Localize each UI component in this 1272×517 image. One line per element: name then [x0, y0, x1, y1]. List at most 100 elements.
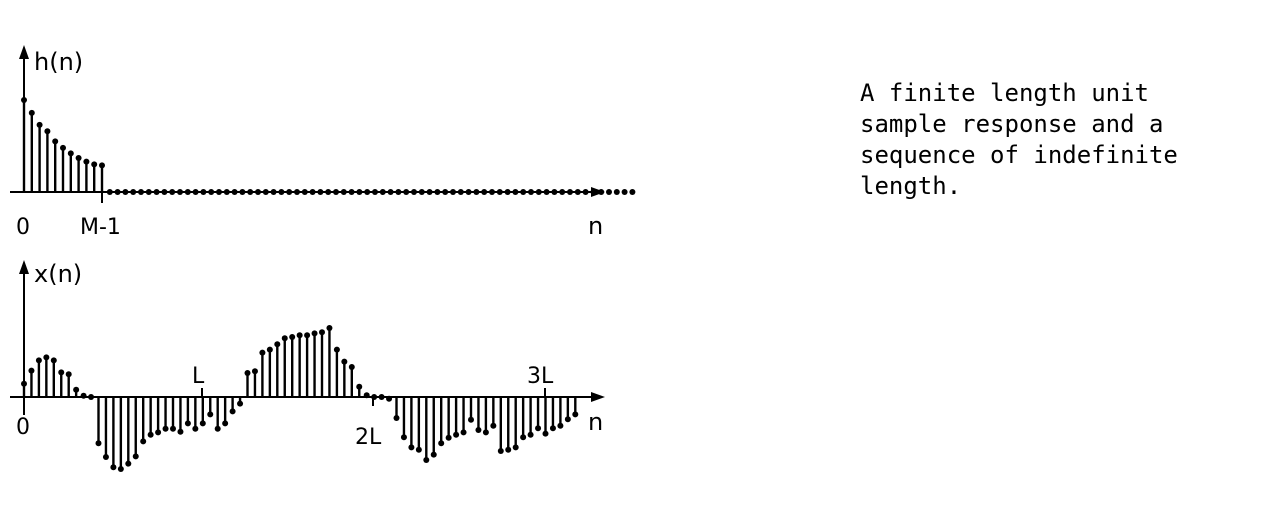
x-sample-2 — [35, 357, 42, 364]
caption-line: sample response and a — [860, 110, 1164, 138]
h-sample-62 — [504, 189, 511, 195]
x-sample-7 — [73, 386, 80, 393]
h-sample-59 — [481, 189, 488, 195]
x-sample-49 — [386, 395, 393, 402]
x-sample-27 — [222, 420, 229, 427]
x-sample-64 — [497, 448, 504, 454]
x-sample-65 — [505, 446, 512, 453]
x-sample-45 — [356, 383, 363, 390]
x-sample-23 — [192, 425, 199, 432]
x-sample-69 — [535, 425, 542, 432]
h-sample-7 — [75, 154, 82, 161]
x-sample-1 — [28, 367, 35, 374]
bottom-tick-label-l: L — [192, 364, 205, 389]
x-sample-9 — [88, 394, 95, 400]
h-sample-58 — [473, 189, 480, 195]
h-sample-44 — [364, 189, 371, 195]
x-sample-5 — [58, 369, 65, 376]
x-sample-33 — [266, 346, 273, 353]
x-sample-66 — [512, 444, 519, 451]
h-sample-40 — [333, 189, 339, 195]
x-sample-42 — [333, 346, 340, 353]
x-sample-58 — [453, 431, 460, 438]
h-sample-63 — [512, 189, 519, 195]
h-sample-75 — [606, 189, 612, 195]
x-sample-52 — [408, 444, 415, 451]
h-sample-23 — [200, 189, 207, 195]
top-y-axis-arrow — [19, 45, 29, 59]
h-sample-42 — [348, 189, 355, 195]
h-sample-73 — [590, 189, 597, 195]
h-sample-69 — [559, 189, 566, 195]
h-sample-66 — [535, 189, 542, 195]
h-sample-18 — [161, 189, 168, 195]
h-sample-16 — [145, 189, 152, 195]
h-sample-10 — [99, 162, 105, 169]
h-sample-48 — [395, 189, 402, 195]
x-sample-13 — [117, 466, 124, 472]
x-sample-70 — [542, 430, 549, 437]
x-sample-38 — [304, 332, 311, 339]
x-sample-53 — [415, 446, 422, 453]
x-sample-10 — [95, 440, 102, 447]
x-sample-31 — [251, 368, 258, 375]
h-sample-38 — [317, 189, 324, 195]
h-sample-6 — [67, 150, 74, 157]
h-sample-8 — [83, 158, 90, 165]
top-tick-label-m-1: M-1 — [80, 215, 121, 240]
x-sample-56 — [438, 440, 445, 447]
x-sample-18 — [155, 429, 162, 436]
h-sample-31 — [262, 189, 269, 195]
x-sample-29 — [237, 400, 244, 407]
h-sample-47 — [387, 189, 394, 195]
h-sample-76 — [613, 189, 620, 195]
x-sample-19 — [162, 425, 169, 432]
x-sample-25 — [207, 411, 214, 418]
x-sample-44 — [348, 364, 355, 370]
h-sample-49 — [403, 189, 410, 195]
x-sample-48 — [378, 394, 385, 400]
h-sample-36 — [301, 189, 308, 195]
x-sample-57 — [445, 434, 452, 441]
x-sample-28 — [229, 408, 236, 415]
x-sample-40 — [319, 329, 325, 336]
h-sample-71 — [574, 189, 581, 195]
x-sample-12 — [110, 464, 117, 471]
h-sample-54 — [442, 189, 449, 195]
x-sample-3 — [43, 354, 50, 361]
x-sample-60 — [468, 416, 474, 423]
top-plot: h(n) n 0 M-1 — [10, 45, 636, 240]
h-sample-9 — [91, 161, 98, 168]
h-sample-70 — [567, 189, 573, 195]
x-sample-54 — [423, 457, 430, 463]
x-sample-17 — [147, 431, 154, 438]
x-sample-71 — [549, 425, 556, 432]
h-sample-0 — [21, 97, 27, 103]
x-sample-0 — [21, 380, 27, 387]
x-sample-22 — [184, 420, 191, 427]
x-sample-14 — [125, 460, 132, 467]
h-sample-34 — [286, 189, 293, 195]
h-sample-64 — [520, 189, 527, 195]
h-sample-21 — [184, 189, 191, 195]
x-sample-62 — [482, 429, 489, 436]
h-sample-20 — [177, 189, 183, 195]
x-sample-8 — [80, 392, 87, 399]
h-sample-3 — [44, 128, 51, 135]
caption-line: sequence of indefinite — [860, 141, 1178, 169]
bottom-x-axis-arrow — [591, 392, 605, 402]
bottom-tick-label-3l: 3L — [527, 364, 554, 389]
h-sample-60 — [489, 189, 495, 195]
x-sample-6 — [65, 371, 72, 378]
h-sample-26 — [223, 189, 230, 195]
h-sample-22 — [192, 189, 199, 195]
x-sample-43 — [341, 358, 348, 365]
h-sample-50 — [411, 189, 417, 195]
x-sample-20 — [170, 425, 176, 432]
x-sample-50 — [393, 415, 400, 421]
h-sample-77 — [621, 189, 628, 195]
h-sample-27 — [231, 189, 238, 195]
bottom-y-label: x(n) — [34, 260, 82, 288]
h-sample-61 — [496, 189, 503, 195]
